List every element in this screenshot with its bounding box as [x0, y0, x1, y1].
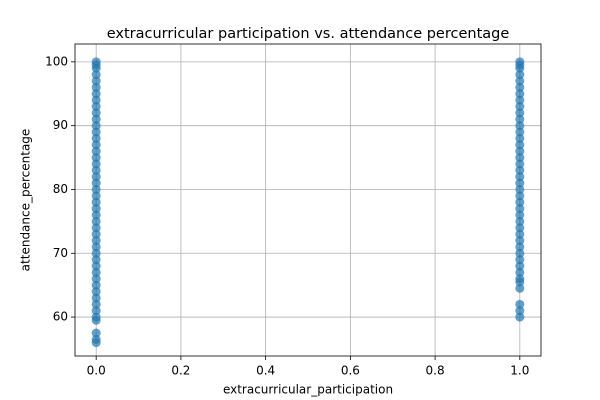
- point: [91, 274, 101, 284]
- point: [515, 127, 525, 137]
- point: [91, 82, 101, 92]
- point: [91, 133, 101, 143]
- point: [515, 95, 525, 105]
- point: [515, 267, 525, 277]
- point: [91, 76, 101, 86]
- x-tick-label: 0.2: [171, 364, 190, 378]
- point: [515, 236, 525, 246]
- point: [515, 57, 525, 67]
- point: [515, 108, 525, 118]
- x-tick-label: 0.4: [256, 364, 275, 378]
- point: [515, 261, 525, 271]
- point: [91, 293, 101, 303]
- point: [515, 204, 525, 214]
- point: [515, 70, 525, 80]
- x-tick-label: 0.8: [426, 364, 445, 378]
- point: [91, 95, 101, 105]
- x-axis-label: extracurricular_participation: [223, 383, 393, 397]
- x-tick-label: 0.6: [341, 364, 360, 378]
- point: [91, 210, 101, 220]
- point: [91, 89, 101, 99]
- point: [91, 287, 101, 297]
- point: [91, 140, 101, 150]
- point: [91, 280, 101, 290]
- point: [515, 242, 525, 252]
- point: [91, 127, 101, 137]
- point: [515, 197, 525, 207]
- point: [515, 191, 525, 201]
- point: [515, 178, 525, 188]
- point: [515, 274, 525, 284]
- y-tick-label: 60: [53, 310, 68, 324]
- point: [91, 70, 101, 80]
- point: [515, 89, 525, 99]
- point: [91, 236, 101, 246]
- point: [91, 57, 101, 67]
- point: [515, 216, 525, 226]
- point: [91, 229, 101, 239]
- y-tick-label: 100: [45, 54, 68, 68]
- point: [91, 312, 101, 322]
- point: [515, 140, 525, 150]
- point: [91, 255, 101, 265]
- point: [515, 184, 525, 194]
- point: [91, 178, 101, 188]
- point: [515, 133, 525, 143]
- point: [515, 165, 525, 175]
- point: [91, 204, 101, 214]
- point: [515, 102, 525, 112]
- axes-frame: [74, 43, 542, 357]
- point: [91, 146, 101, 156]
- point: [91, 267, 101, 277]
- point: [91, 121, 101, 131]
- y-axis-label: attendance_percentage: [19, 129, 33, 272]
- point: [91, 184, 101, 194]
- point: [91, 172, 101, 182]
- point: [91, 159, 101, 169]
- y-tick-label: 90: [53, 118, 68, 132]
- point: [91, 299, 101, 309]
- point: [515, 223, 525, 233]
- point: [91, 165, 101, 175]
- y-tick-label: 70: [53, 246, 68, 260]
- point: [91, 114, 101, 124]
- x-tick-label: 0.0: [87, 364, 106, 378]
- point: [515, 146, 525, 156]
- point: [515, 255, 525, 265]
- point: [91, 102, 101, 112]
- point: [91, 306, 101, 316]
- point: [91, 242, 101, 252]
- point: [515, 299, 525, 309]
- point: [91, 216, 101, 226]
- point: [515, 312, 525, 322]
- point: [515, 114, 525, 124]
- point: [91, 261, 101, 271]
- point: [515, 229, 525, 239]
- point: [515, 306, 525, 316]
- y-tick-label: 80: [53, 182, 68, 196]
- point: [91, 328, 101, 338]
- point: [515, 159, 525, 169]
- point: [91, 153, 101, 163]
- point: [91, 248, 101, 258]
- point: [91, 197, 101, 207]
- point: [515, 121, 525, 131]
- point: [515, 248, 525, 258]
- point: [515, 153, 525, 163]
- chart-title: extracurricular participation vs. attend…: [107, 26, 510, 42]
- point: [515, 283, 525, 293]
- point: [91, 223, 101, 233]
- point: [91, 191, 101, 201]
- point: [515, 210, 525, 220]
- x-tick-label: 1.0: [510, 364, 529, 378]
- point: [91, 108, 101, 118]
- point: [91, 334, 101, 344]
- point: [515, 76, 525, 86]
- point: [515, 82, 525, 92]
- point: [515, 172, 525, 182]
